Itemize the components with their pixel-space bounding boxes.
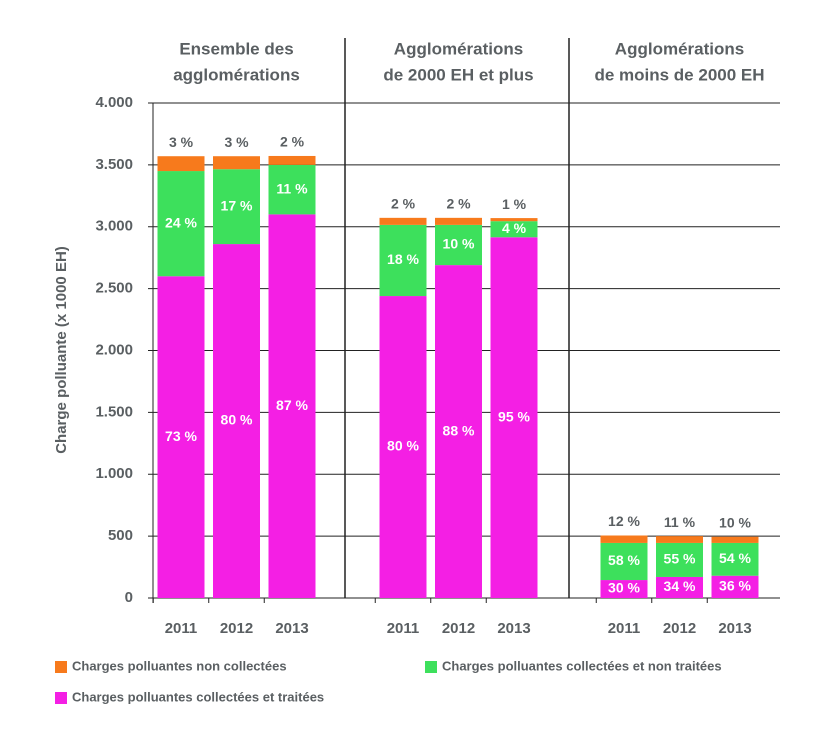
group-title: Agglomérations: [394, 39, 523, 58]
bar-segment: [490, 221, 538, 238]
y-tick-label: 0: [125, 589, 133, 606]
bar-segment: [435, 224, 482, 266]
share-label: 4 %: [502, 220, 527, 236]
group-title: de 2000 EH et plus: [383, 65, 533, 84]
bar-segment: [600, 542, 648, 581]
share-label: 3 %: [224, 134, 249, 150]
legend-label: Charges polluantes non collectées: [72, 658, 287, 673]
bar-segment: [157, 171, 205, 277]
legend-label: Charges polluantes collectées et traitée…: [72, 689, 324, 704]
bar-segment: [490, 237, 538, 599]
group-title: Ensemble des: [179, 39, 293, 58]
x-tick-label: 2013: [275, 620, 308, 637]
share-label: 54 %: [719, 550, 751, 566]
share-label: 58 %: [608, 552, 640, 568]
share-label: 1 %: [502, 196, 527, 212]
bar-segment: [213, 156, 260, 170]
bar-segment: [600, 535, 648, 543]
bar-segment: [711, 575, 759, 598]
bar-segment: [656, 536, 703, 543]
bar-segment: [711, 536, 759, 543]
legend-label: Charges polluantes collectées et non tra…: [442, 658, 722, 673]
bar-segment: [379, 224, 427, 297]
bar-segment: [379, 217, 427, 225]
y-tick-label: 1.000: [95, 465, 133, 482]
share-label: 2 %: [391, 196, 416, 212]
legend-swatch: [55, 661, 67, 673]
share-label: 11 %: [276, 180, 308, 196]
bar-segment: [490, 218, 538, 222]
share-label: 2 %: [446, 196, 471, 212]
y-tick-label: 500: [108, 527, 133, 544]
bar-segment: [600, 580, 648, 598]
bar-segment: [656, 576, 703, 598]
bar-segment: [435, 217, 482, 225]
y-tick-label: 2.500: [95, 280, 133, 297]
group-title: de moins de 2000 EH: [594, 65, 764, 84]
bar-segment: [268, 155, 316, 165]
group-title: agglomérations: [173, 65, 300, 84]
y-tick-label: 1.500: [95, 403, 133, 420]
share-label: 73 %: [165, 428, 197, 444]
share-label: 87 %: [276, 397, 308, 413]
bar-segment: [711, 542, 759, 576]
legend-swatch: [425, 661, 437, 673]
share-label: 10 %: [719, 514, 751, 530]
bar-segment: [268, 164, 316, 215]
share-label: 80 %: [387, 438, 419, 454]
share-label: 2 %: [280, 134, 305, 150]
y-tick-label: 3.500: [95, 156, 133, 173]
group-title: Agglomérations: [615, 39, 744, 58]
bar-segment: [157, 276, 205, 598]
bar-segment: [213, 244, 260, 598]
x-tick-label: 2012: [663, 620, 696, 637]
bar-segment: [379, 296, 427, 598]
share-label: 34 %: [664, 578, 696, 594]
share-label: 12 %: [608, 513, 640, 529]
y-tick-label: 3.000: [95, 218, 133, 235]
x-tick-label: 2011: [165, 620, 198, 637]
x-tick-label: 2011: [387, 620, 420, 637]
share-label: 88 %: [443, 422, 475, 438]
bar-segment: [157, 156, 205, 172]
share-label: 11 %: [664, 514, 696, 530]
share-label: 55 %: [664, 551, 696, 567]
bar-segment: [656, 542, 703, 577]
x-tick-label: 2013: [718, 620, 751, 637]
bar-segment: [268, 214, 316, 598]
bar-segment: [435, 265, 482, 598]
bar-segment: [213, 169, 260, 245]
share-label: 24 %: [165, 214, 197, 230]
share-label: 30 %: [608, 580, 640, 596]
legend-swatch: [55, 692, 67, 704]
share-label: 17 %: [221, 197, 253, 213]
share-label: 3 %: [169, 134, 194, 150]
share-label: 10 %: [443, 236, 475, 252]
share-label: 36 %: [719, 578, 751, 594]
share-label: 95 %: [498, 408, 530, 424]
y-tick-label: 2.000: [95, 341, 133, 358]
y-tick-label: 4.000: [95, 94, 133, 111]
x-tick-label: 2012: [442, 620, 475, 637]
x-tick-label: 2011: [608, 620, 641, 637]
share-label: 18 %: [387, 251, 419, 267]
x-tick-label: 2012: [220, 620, 253, 637]
share-label: 80 %: [221, 412, 253, 428]
y-axis-label: Charge polluante (x 1000 EH): [53, 246, 70, 454]
x-tick-label: 2013: [497, 620, 530, 637]
